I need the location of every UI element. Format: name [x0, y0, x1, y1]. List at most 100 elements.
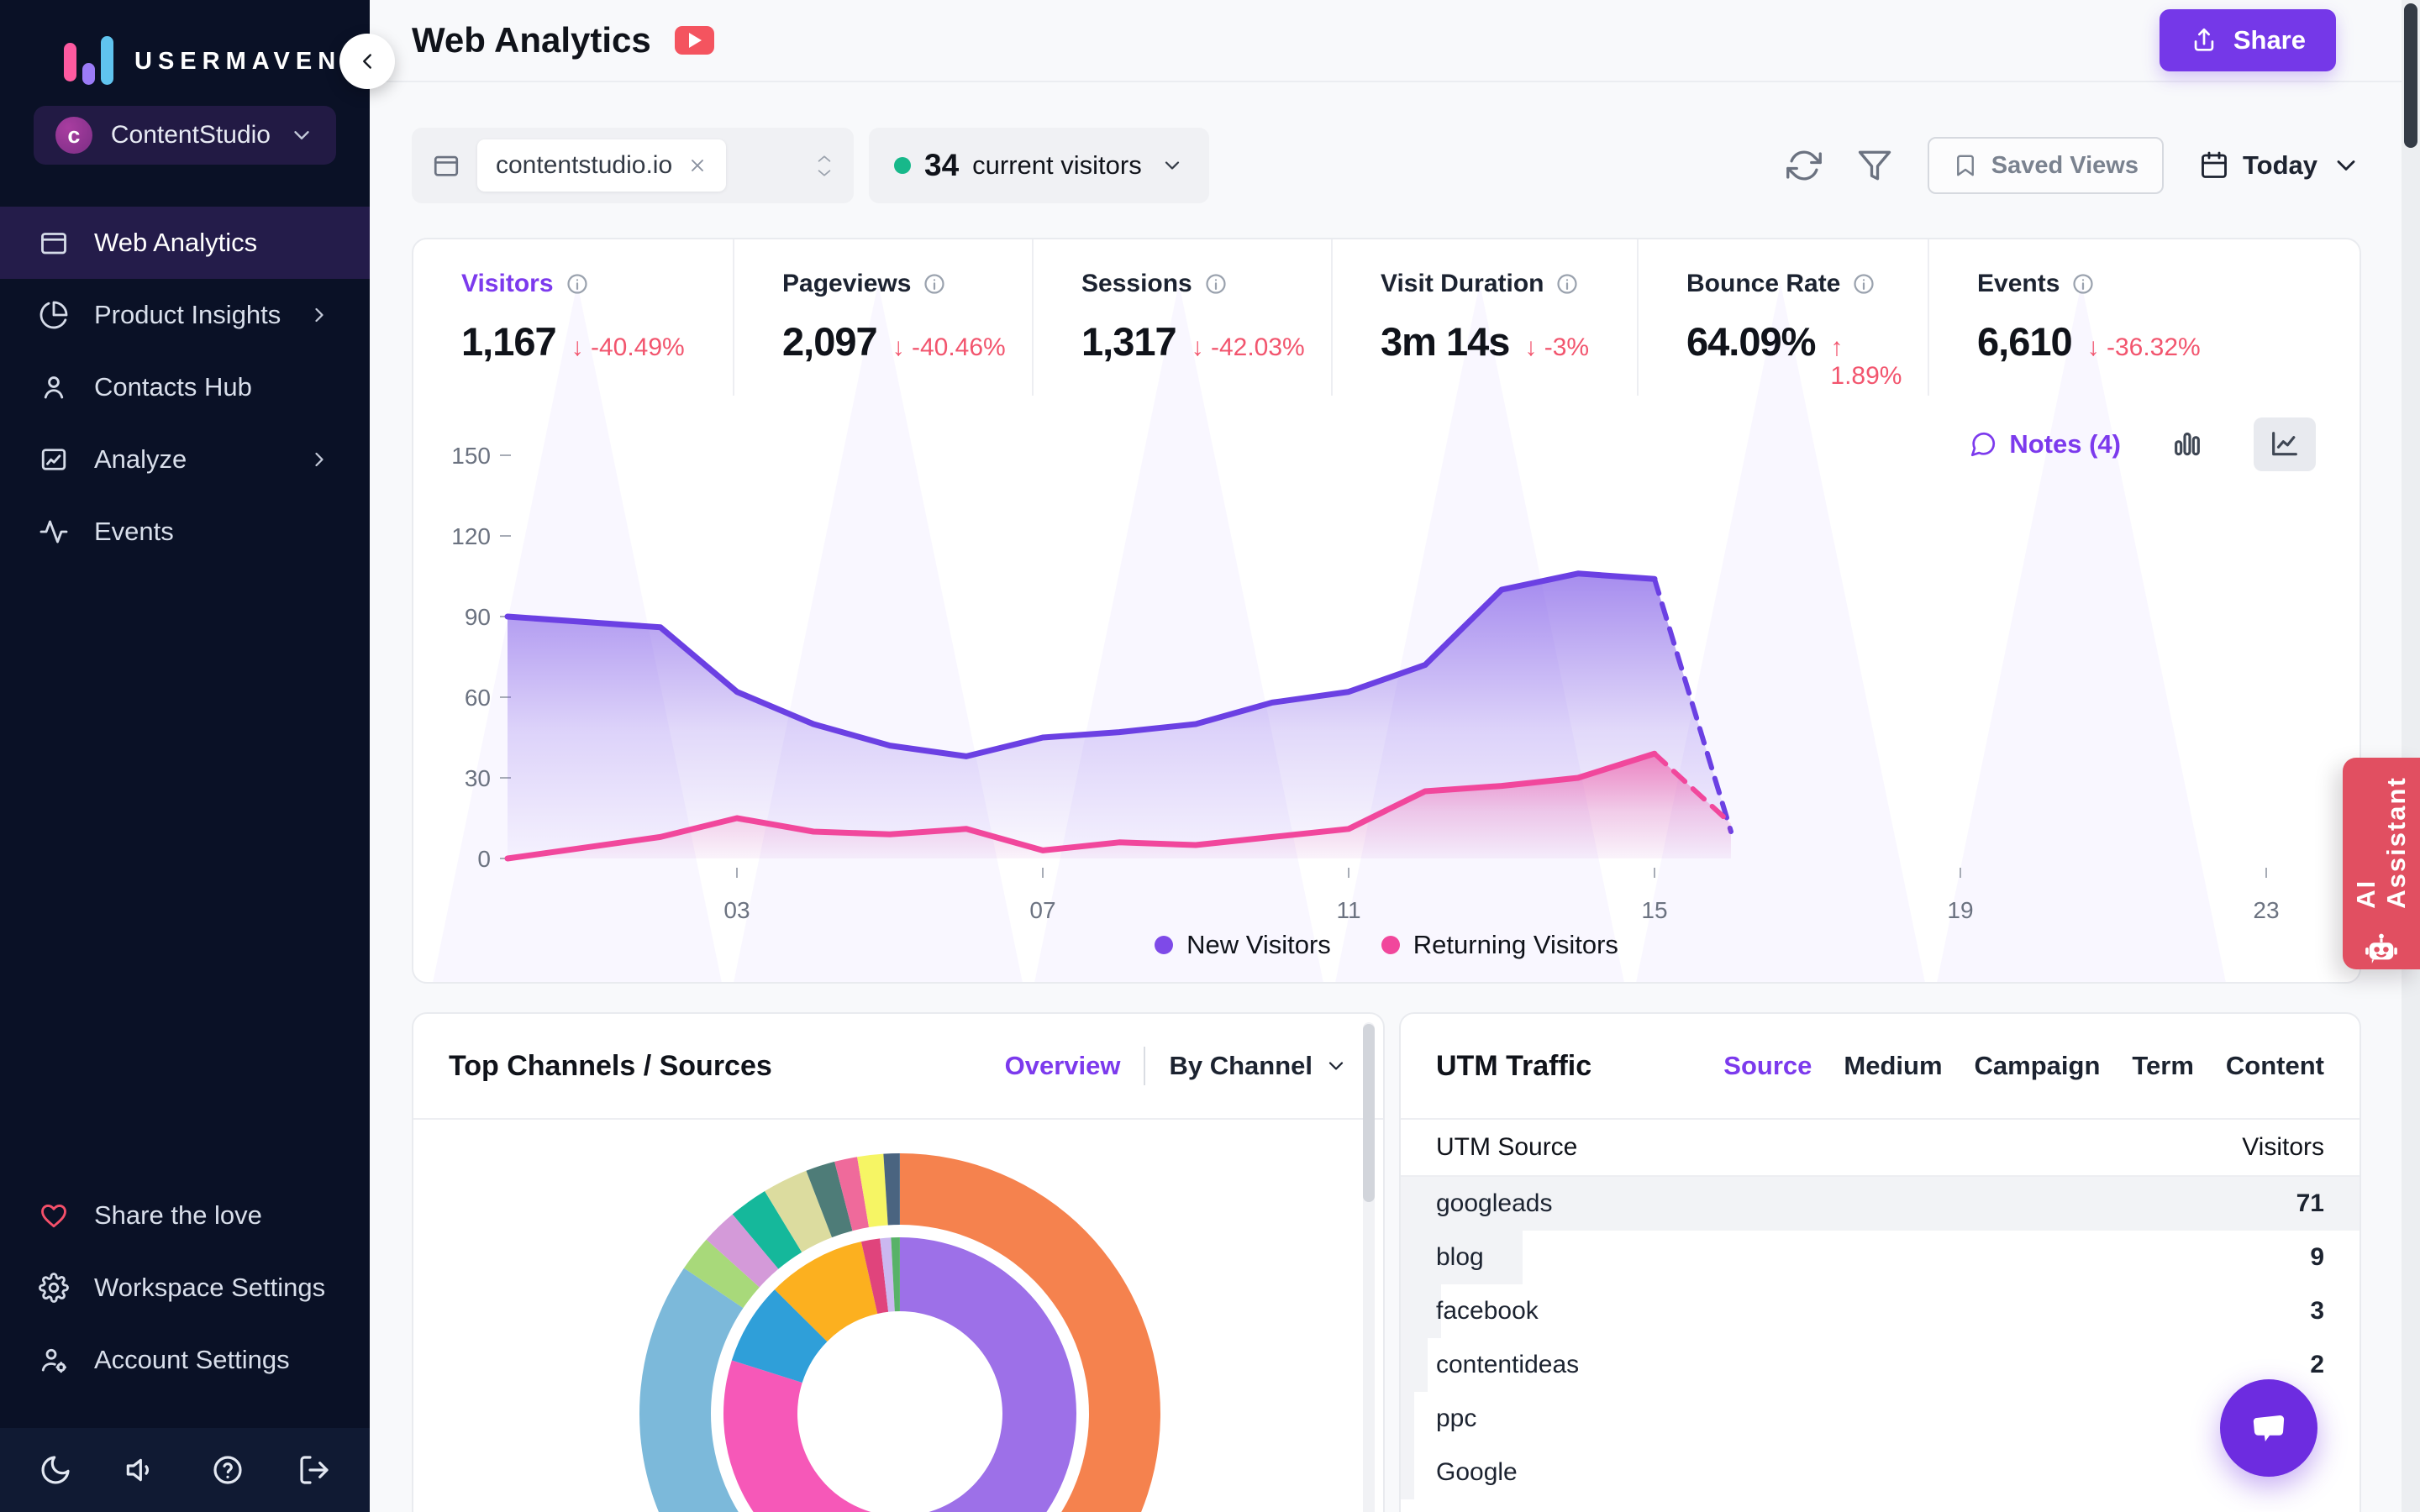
stat-pageviews[interactable]: Pageviews 2,097 ↓ -40.46%: [733, 239, 1032, 396]
visitors-trend-chart[interactable]: 0 30 60 90 120 150 03 07 11 15 19 23: [413, 239, 2361, 984]
legend-dot: [1155, 936, 1174, 954]
refresh-button[interactable]: [1786, 148, 1822, 183]
utm-tab-source[interactable]: Source: [1723, 1051, 1812, 1080]
share-button-label: Share: [2233, 25, 2306, 55]
svg-text:15: 15: [1641, 897, 1667, 923]
remove-site-filter-icon[interactable]: [687, 155, 708, 176]
table-row-contentideas[interactable]: contentideas 2: [1401, 1338, 2360, 1392]
sidebar-item-account-settings[interactable]: Account Settings: [0, 1324, 370, 1396]
scrollbar-thumb[interactable]: [1363, 1024, 1375, 1202]
stat-change: ↓ -36.32%: [2086, 333, 2201, 361]
website-selector[interactable]: contentstudio.io: [412, 128, 854, 203]
date-range-label: Today: [2243, 150, 2317, 180]
filter-button[interactable]: [1857, 148, 1892, 183]
sidebar-item-share-the-love[interactable]: Share the love: [0, 1179, 370, 1252]
divider: [1144, 1047, 1146, 1085]
help-icon: [213, 1456, 242, 1484]
stat-value: 1,317: [1081, 319, 1177, 364]
chat-widget-button[interactable]: [2220, 1379, 2317, 1477]
sidebar-item-events[interactable]: Events: [0, 496, 370, 568]
utm-tab-content[interactable]: Content: [2225, 1051, 2324, 1080]
stat-visitors[interactable]: Visitors 1,167 ↓ -40.49%: [413, 239, 733, 396]
stat-sessions[interactable]: Sessions 1,317 ↓ -42.03%: [1032, 239, 1331, 396]
stat-change: ↑ 1.89%: [1830, 333, 1902, 390]
by-channel-dropdown[interactable]: By Channel: [1169, 1051, 1348, 1081]
date-range-picker[interactable]: Today: [2199, 150, 2361, 181]
chat-bubble-icon: [2253, 1415, 2285, 1442]
stat-bounce-rate[interactable]: Bounce Rate 64.09% ↑ 1.89%: [1637, 239, 1928, 396]
utm-tab-term[interactable]: Term: [2132, 1051, 2194, 1080]
window-icon: [39, 228, 69, 258]
utm-tabs: Source Medium Campaign Term Content: [1723, 1051, 2324, 1081]
utm-tab-campaign[interactable]: Campaign: [1974, 1051, 2101, 1080]
stat-value: 64.09%: [1686, 319, 1816, 364]
utm-visitors: 9: [2310, 1243, 2324, 1271]
workspace-selector[interactable]: c ContentStudio: [34, 106, 336, 165]
sidebar-item-analyze[interactable]: Analyze: [0, 423, 370, 496]
page-header: Web Analytics Share: [370, 0, 2420, 82]
stat-value: 2,097: [782, 319, 878, 364]
stats-row: Visitors 1,167 ↓ -40.49% Pageviews 2,097…: [413, 239, 2360, 396]
stat-change: ↓ -42.03%: [1191, 333, 1305, 361]
dark-mode-button[interactable]: [39, 1453, 72, 1487]
utm-source: contentideas: [1436, 1351, 1580, 1378]
youtube-tutorial-icon[interactable]: [674, 26, 714, 55]
share-button[interactable]: Share: [2159, 9, 2336, 71]
page-scrollbar-thumb[interactable]: [2404, 3, 2417, 148]
notes-button[interactable]: Notes (4): [1969, 429, 2121, 459]
sidebar-item-label: Share the love: [94, 1200, 262, 1230]
page-scrollbar[interactable]: [2402, 0, 2420, 1512]
page-title: Web Analytics: [412, 20, 651, 60]
heart-icon: [39, 1200, 69, 1231]
visitors-chart-card: Visitors 1,167 ↓ -40.49% Pageviews 2,097…: [412, 238, 2361, 984]
stat-value: 3m 14s: [1381, 319, 1510, 364]
row-bar: [1401, 1392, 1414, 1446]
stat-value: 1,167: [461, 319, 557, 364]
logout-button[interactable]: [297, 1453, 331, 1487]
table-row-blog[interactable]: blog 9: [1401, 1231, 2360, 1284]
stat-events[interactable]: Events 6,610 ↓ -36.32%: [1928, 239, 2360, 396]
sidebar-item-web-analytics[interactable]: Web Analytics: [0, 207, 370, 279]
saved-views-button[interactable]: Saved Views: [1927, 137, 2164, 194]
row-bar: [1401, 1177, 2360, 1231]
table-row-facebook[interactable]: facebook 3: [1401, 1284, 2360, 1338]
table-row-google[interactable]: Google: [1401, 1446, 2360, 1499]
utm-visitors: 3: [2310, 1297, 2324, 1325]
sidebar-item-workspace-settings[interactable]: Workspace Settings: [0, 1252, 370, 1324]
chevron-down-icon: [1328, 1062, 1344, 1070]
selector-spinner-icon[interactable]: [815, 153, 834, 179]
sidebar: USERMAVEN. c ContentStudio Web Analytics…: [0, 0, 395, 1512]
ai-assistant-tab[interactable]: AI Assistant: [2343, 758, 2420, 969]
info-icon: [1854, 274, 1874, 294]
help-button[interactable]: [211, 1453, 245, 1487]
sidebar-footer-nav: Share the love Workspace Settings Accoun…: [0, 1179, 370, 1396]
channels-donut-chart[interactable]: [413, 1120, 1385, 1512]
legend-returning-visitors[interactable]: Returning Visitors: [1381, 930, 1618, 960]
stat-visit-duration[interactable]: Visit Duration 3m 14s ↓ -3%: [1331, 239, 1637, 396]
legend-new-visitors[interactable]: New Visitors: [1155, 930, 1331, 960]
table-row-googleads[interactable]: googleads 71: [1401, 1177, 2360, 1231]
site-filter-chip[interactable]: contentstudio.io: [477, 139, 727, 192]
tab-overview[interactable]: Overview: [1004, 1051, 1121, 1080]
live-dot: [894, 157, 911, 174]
svg-text:03: 03: [723, 897, 750, 923]
current-visitors-label: current visitors: [972, 150, 1142, 180]
announcements-button[interactable]: [125, 1453, 159, 1487]
ai-assistant-label: AI Assistant: [2351, 776, 2411, 909]
utm-tab-medium[interactable]: Medium: [1844, 1051, 1943, 1080]
info-icon: [1206, 274, 1226, 294]
workspace-name: ContentStudio: [110, 121, 271, 149]
utm-col-visitors: Visitors: [2242, 1133, 2324, 1161]
share-icon: [2194, 28, 2214, 51]
bar-chart-toggle[interactable]: [2156, 417, 2218, 471]
line-chart-toggle[interactable]: [2254, 417, 2316, 471]
sidebar-collapse-button[interactable]: [339, 34, 395, 89]
channels-tabs: Overview By Channel: [1005, 1047, 1348, 1085]
card-scrollbar[interactable]: [1363, 1022, 1375, 1512]
channels-card-title: Top Channels / Sources: [449, 1049, 772, 1082]
sidebar-item-contacts-hub[interactable]: Contacts Hub: [0, 351, 370, 423]
current-visitors-dropdown[interactable]: 34 current visitors: [869, 128, 1209, 203]
sidebar-item-product-insights[interactable]: Product Insights: [0, 279, 370, 351]
table-row-ppc[interactable]: ppc: [1401, 1392, 2360, 1446]
